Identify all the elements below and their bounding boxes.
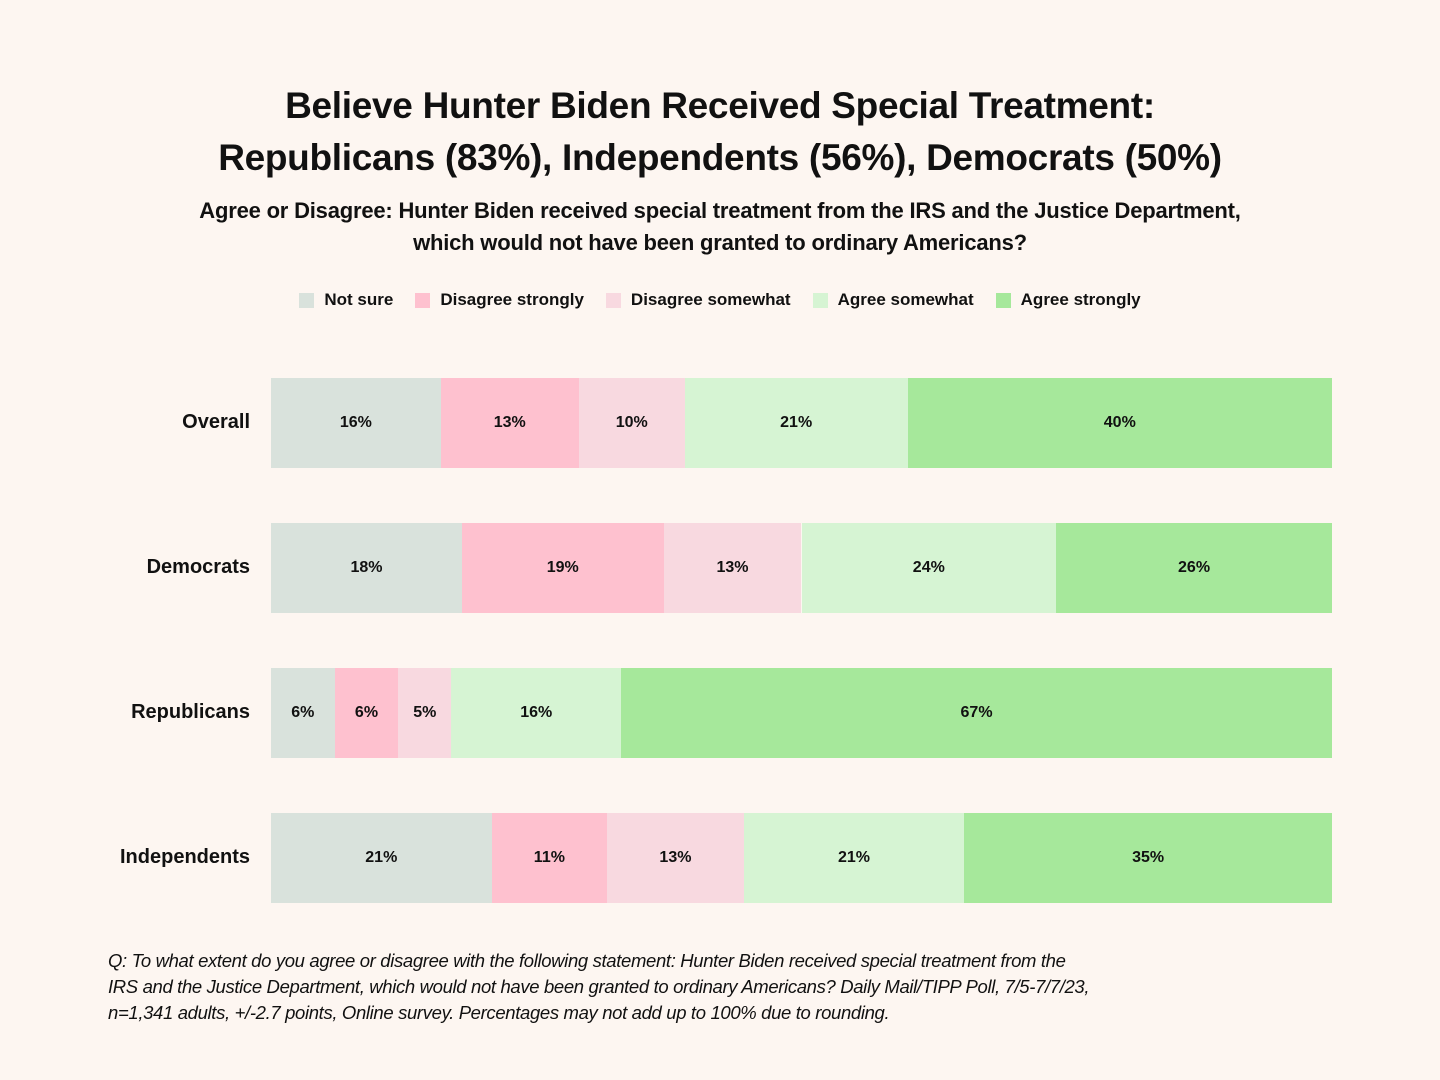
bar-segment: 21%	[684, 378, 908, 468]
legend-swatch	[995, 292, 1011, 308]
category-label: Independents	[119, 846, 250, 868]
legend-swatch	[299, 292, 315, 308]
bar-segment: 26%	[1056, 523, 1332, 613]
bar-segment: 24%	[801, 523, 1057, 613]
footnote: Q: To what extent do you agree or disagr…	[108, 948, 1348, 1026]
bar-segment: 13%	[607, 813, 744, 903]
legend-label: Disagree strongly	[440, 290, 584, 309]
data-label: 35%	[1132, 849, 1165, 866]
subtitle-line-1: Agree or Disagree: Hunter Biden received…	[199, 198, 1241, 223]
data-label: 13%	[659, 849, 692, 866]
category-label: Democrats	[146, 556, 250, 578]
bar-segment: 16%	[271, 378, 441, 468]
legend-swatch	[812, 292, 828, 308]
data-label: 5%	[413, 704, 437, 721]
bar-segment: 13%	[440, 378, 579, 468]
data-label: 24%	[912, 559, 945, 576]
title-line-2: Republicans (83%), Independents (56%), D…	[218, 137, 1222, 178]
data-label: 21%	[365, 849, 398, 866]
data-label: 21%	[838, 849, 871, 866]
data-label: 6%	[291, 704, 315, 721]
data-label: 11%	[533, 849, 565, 866]
bar-segment: 16%	[451, 668, 622, 758]
bar-segment: 21%	[271, 813, 492, 903]
bar-segment: 5%	[398, 668, 452, 758]
legend-label: Agree strongly	[1020, 290, 1141, 309]
legend-item: Agree strongly	[995, 290, 1141, 310]
bar-segment: 11%	[491, 813, 608, 903]
bar-segment: 40%	[907, 378, 1332, 468]
bar-segment: 18%	[271, 523, 462, 613]
legend-swatch	[415, 292, 431, 308]
bar-segment: 19%	[461, 523, 664, 613]
bar-segment: 67%	[621, 668, 1332, 758]
legend-label: Agree somewhat	[837, 290, 974, 309]
bar-segment: 6%	[271, 668, 335, 758]
legend-item: Disagree somewhat	[605, 290, 791, 310]
data-label: 18%	[350, 559, 383, 576]
data-label: 19%	[546, 559, 579, 576]
footnote-line-2: IRS and the Justice Department, which wo…	[108, 976, 1090, 997]
data-label: 13%	[716, 559, 749, 576]
bar-segment: 10%	[578, 378, 685, 468]
bar-segment: 6%	[334, 668, 399, 758]
legend-item: Not sure	[299, 290, 393, 310]
title-line-1: Believe Hunter Biden Received Special Tr…	[285, 85, 1155, 126]
data-label: 16%	[520, 704, 553, 721]
chart-title: Believe Hunter Biden Received Special Tr…	[0, 80, 1440, 184]
data-label: 40%	[1103, 414, 1136, 431]
data-label: 6%	[354, 704, 379, 721]
category-label: Republicans	[131, 701, 250, 723]
legend-label: Disagree somewhat	[630, 290, 791, 309]
legend-item: Disagree strongly	[415, 290, 584, 310]
category-label: Overall	[182, 411, 250, 433]
bar-segment: 21%	[743, 813, 965, 903]
bar-segment: 35%	[964, 813, 1332, 903]
subtitle-line-2: which would not have been granted to ord…	[413, 230, 1027, 255]
chart-subtitle: Agree or Disagree: Hunter Biden received…	[0, 195, 1440, 259]
data-label: 13%	[493, 414, 526, 431]
legend-label: Not sure	[324, 290, 394, 309]
legend-swatch	[605, 292, 621, 308]
legend-item: Agree somewhat	[812, 290, 974, 310]
footnote-line-3: n=1,341 adults, +/-2.7 points, Online su…	[108, 1002, 890, 1023]
footnote-line-1: Q: To what extent do you agree or disagr…	[108, 950, 1066, 971]
data-label: 10%	[615, 414, 648, 431]
data-label: 26%	[1178, 559, 1211, 576]
bar-segment: 13%	[663, 523, 802, 613]
data-label: 16%	[339, 414, 372, 431]
legend: Not sure Disagree strongly Disagree somewh…	[0, 290, 1440, 310]
data-label: 21%	[780, 414, 813, 431]
data-label: 67%	[960, 704, 993, 721]
